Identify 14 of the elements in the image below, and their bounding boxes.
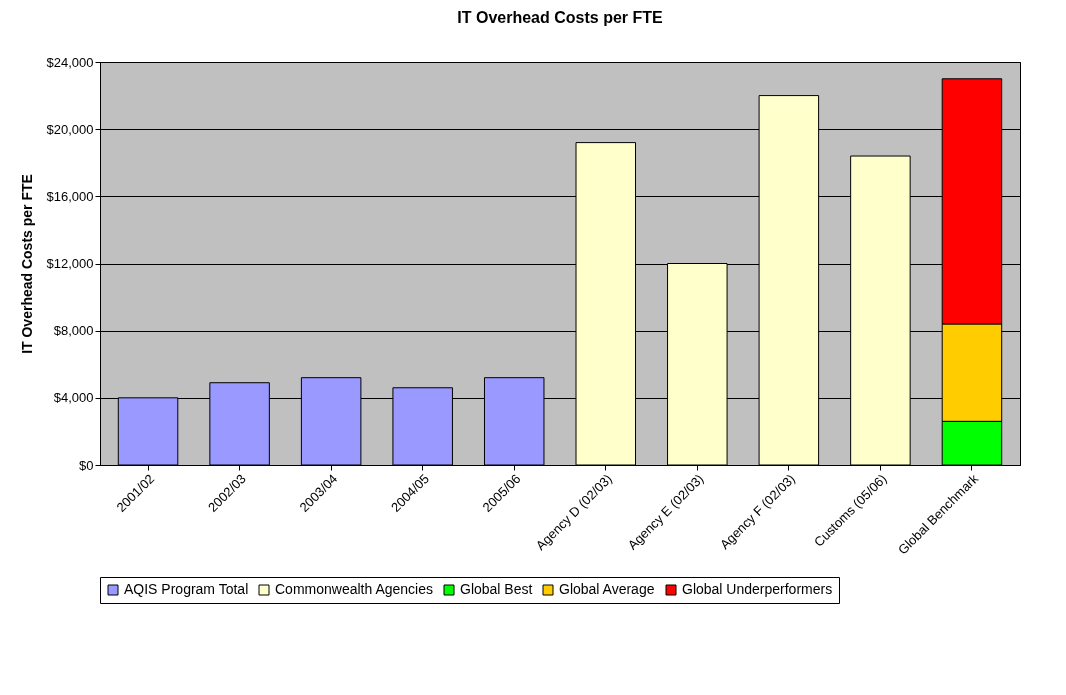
y-tick-label: $4,000 bbox=[53, 390, 94, 406]
legend-label: AQIS Program Total bbox=[124, 581, 249, 597]
legend-label: Global Best bbox=[460, 581, 533, 597]
y-axis-title: IT Overhead Costs per FTE bbox=[18, 174, 35, 354]
legend-label: Commonwealth Agencies bbox=[275, 581, 433, 597]
y-tick-label: $8,000 bbox=[53, 323, 94, 339]
y-tick-label: $20,000 bbox=[46, 121, 94, 137]
legend-label: Global Underperformers bbox=[682, 581, 833, 597]
y-tick-label: $16,000 bbox=[46, 188, 94, 204]
y-tick-label: $24,000 bbox=[46, 54, 94, 70]
y-tick-label: $12,000 bbox=[46, 256, 94, 271]
chart-title: IT Overhead Costs per FTE bbox=[457, 9, 664, 26]
legend-label: Global Average bbox=[559, 581, 655, 597]
y-tick-label: $0 bbox=[79, 457, 94, 473]
